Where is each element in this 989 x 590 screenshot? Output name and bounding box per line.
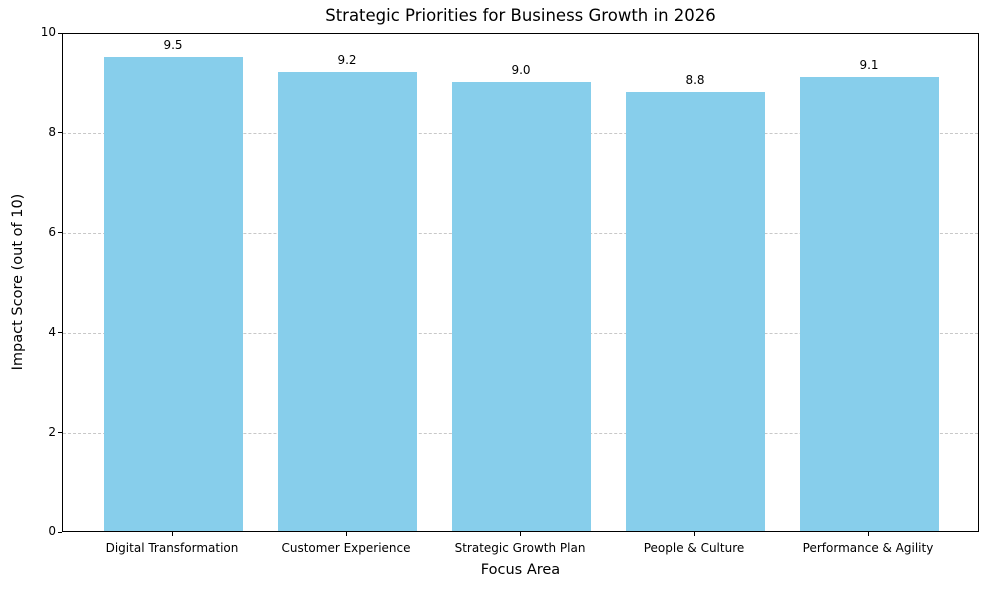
y-tick-label: 4 bbox=[48, 325, 56, 339]
y-tick-mark bbox=[58, 432, 62, 433]
x-axis-label: Focus Area bbox=[480, 562, 561, 578]
y-tick-label: 0 bbox=[48, 524, 56, 538]
bar-value-label: 9.2 bbox=[337, 53, 357, 67]
y-tick-label: 8 bbox=[48, 125, 56, 139]
bar-value-label: 9.0 bbox=[511, 63, 531, 77]
y-tick-mark bbox=[58, 332, 62, 333]
bar-customer-experience bbox=[278, 72, 417, 531]
plot-area: 9.5 9.2 9.0 8.8 9.1 bbox=[62, 33, 979, 532]
x-tick-mark bbox=[868, 532, 869, 536]
x-tick-label: Digital Transformation bbox=[105, 541, 239, 555]
chart-title: Strategic Priorities for Business Growth… bbox=[325, 6, 716, 25]
x-tick-label: Customer Experience bbox=[281, 541, 411, 555]
y-tick-mark bbox=[58, 33, 62, 34]
y-tick-label: 6 bbox=[48, 225, 56, 239]
bar-digital-transformation bbox=[104, 57, 243, 531]
bar-value-label: 8.8 bbox=[685, 73, 705, 87]
bar-value-label: 9.1 bbox=[859, 58, 879, 72]
y-tick-mark bbox=[58, 232, 62, 233]
bar-performance-agility bbox=[800, 77, 939, 531]
y-tick-label: 10 bbox=[40, 25, 56, 39]
x-tick-mark bbox=[172, 532, 173, 536]
x-tick-mark bbox=[694, 532, 695, 536]
y-tick-label: 2 bbox=[48, 425, 56, 439]
x-tick-label: People & Culture bbox=[643, 541, 745, 555]
y-axis-label: Impact Score (out of 10) bbox=[10, 193, 26, 371]
bar-value-label: 9.5 bbox=[163, 38, 183, 52]
x-tick-mark bbox=[520, 532, 521, 536]
y-tick-mark bbox=[58, 532, 62, 533]
bar-strategic-growth-plan bbox=[452, 82, 591, 531]
x-tick-label: Performance & Agility bbox=[802, 541, 934, 555]
x-tick-label: Strategic Growth Plan bbox=[454, 541, 586, 555]
x-tick-mark bbox=[346, 532, 347, 536]
y-tick-mark bbox=[58, 132, 62, 133]
bar-people-culture bbox=[626, 92, 765, 531]
